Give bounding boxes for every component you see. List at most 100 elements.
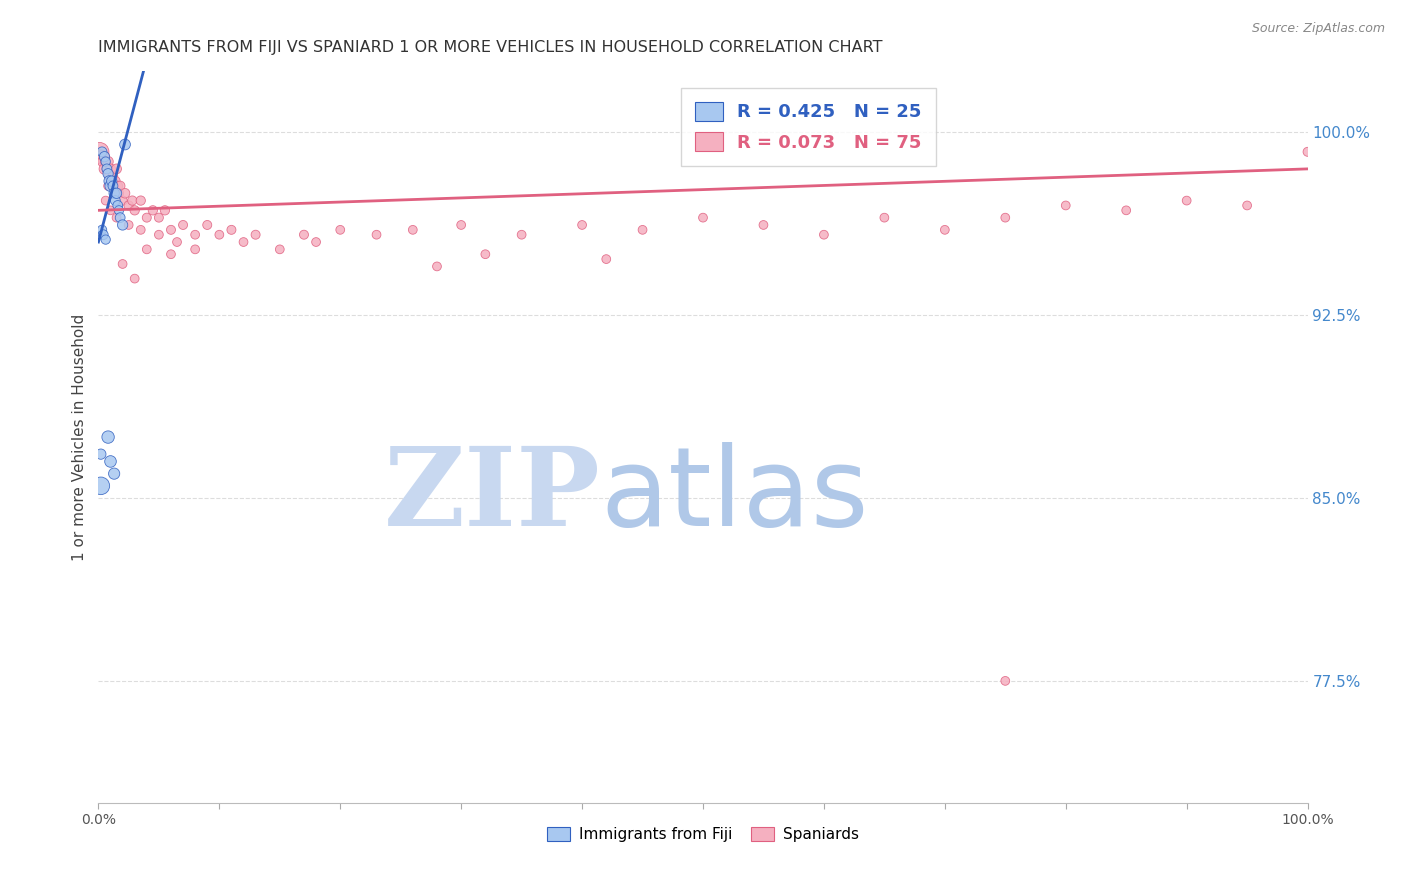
- Point: [752, 218, 775, 232]
- Point: [184, 227, 207, 242]
- Point: [100, 178, 122, 193]
- Point: [100, 161, 122, 176]
- Point: [135, 211, 157, 225]
- Point: [103, 186, 125, 201]
- Point: [1054, 198, 1077, 212]
- Point: [108, 211, 131, 225]
- Point: [111, 194, 134, 208]
- Point: [1115, 203, 1137, 218]
- Point: [118, 198, 141, 212]
- Text: atlas: atlas: [600, 442, 869, 549]
- Point: [94, 154, 117, 169]
- Point: [1175, 194, 1198, 208]
- Point: [813, 227, 835, 242]
- Point: [166, 235, 188, 249]
- Text: Source: ZipAtlas.com: Source: ZipAtlas.com: [1251, 22, 1385, 36]
- Y-axis label: 1 or more Vehicles in Household: 1 or more Vehicles in Household: [72, 313, 87, 561]
- Point: [105, 211, 128, 225]
- Point: [148, 227, 170, 242]
- Point: [129, 194, 152, 208]
- Point: [1296, 145, 1319, 159]
- Point: [90, 479, 112, 493]
- Point: [93, 161, 115, 176]
- Point: [96, 161, 118, 176]
- Point: [153, 203, 176, 218]
- Point: [108, 203, 131, 218]
- Point: [474, 247, 496, 261]
- Point: [94, 233, 117, 247]
- Point: [103, 178, 125, 193]
- Point: [101, 178, 124, 193]
- Point: [93, 150, 115, 164]
- Point: [172, 218, 194, 232]
- Point: [221, 223, 243, 237]
- Text: ZIP: ZIP: [384, 442, 600, 549]
- Point: [91, 145, 114, 159]
- Point: [101, 169, 124, 184]
- Point: [114, 186, 136, 201]
- Point: [100, 454, 122, 468]
- Point: [97, 167, 120, 181]
- Point: [1236, 198, 1258, 212]
- Point: [98, 174, 121, 188]
- Point: [934, 223, 956, 237]
- Point: [994, 211, 1017, 225]
- Point: [100, 174, 122, 188]
- Point: [692, 211, 714, 225]
- Point: [89, 145, 111, 159]
- Point: [91, 154, 114, 169]
- Point: [994, 673, 1017, 688]
- Point: [269, 243, 291, 257]
- Point: [402, 223, 425, 237]
- Point: [118, 218, 141, 232]
- Point: [631, 223, 654, 237]
- Point: [91, 223, 114, 237]
- Point: [292, 227, 315, 242]
- Point: [510, 227, 533, 242]
- Point: [148, 211, 170, 225]
- Point: [232, 235, 254, 249]
- Point: [108, 178, 131, 193]
- Point: [426, 260, 449, 274]
- Point: [208, 227, 231, 242]
- Point: [91, 227, 114, 242]
- Point: [366, 227, 388, 242]
- Point: [571, 218, 593, 232]
- Point: [184, 243, 207, 257]
- Point: [305, 235, 328, 249]
- Point: [107, 178, 129, 193]
- Point: [91, 150, 114, 164]
- Point: [93, 150, 115, 164]
- Point: [97, 430, 120, 444]
- Point: [160, 247, 183, 261]
- Point: [245, 227, 267, 242]
- Point: [107, 198, 129, 212]
- Point: [90, 150, 112, 164]
- Point: [97, 178, 120, 193]
- Point: [135, 243, 157, 257]
- Point: [94, 154, 117, 169]
- Point: [105, 161, 128, 176]
- Point: [195, 218, 218, 232]
- Point: [121, 194, 143, 208]
- Point: [111, 218, 134, 232]
- Point: [114, 137, 136, 152]
- Point: [142, 203, 165, 218]
- Point: [104, 194, 127, 208]
- Point: [103, 467, 125, 481]
- Point: [100, 203, 122, 218]
- Point: [98, 169, 121, 184]
- Point: [873, 211, 896, 225]
- Point: [450, 218, 472, 232]
- Legend: Immigrants from Fiji, Spaniards: Immigrants from Fiji, Spaniards: [540, 820, 866, 850]
- Point: [124, 203, 146, 218]
- Point: [105, 186, 128, 201]
- Point: [329, 223, 352, 237]
- Point: [111, 257, 134, 271]
- Point: [595, 252, 617, 266]
- Point: [100, 174, 122, 188]
- Point: [160, 223, 183, 237]
- Text: IMMIGRANTS FROM FIJI VS SPANIARD 1 OR MORE VEHICLES IN HOUSEHOLD CORRELATION CHA: IMMIGRANTS FROM FIJI VS SPANIARD 1 OR MO…: [98, 40, 883, 55]
- Point: [94, 194, 117, 208]
- Point: [90, 447, 112, 461]
